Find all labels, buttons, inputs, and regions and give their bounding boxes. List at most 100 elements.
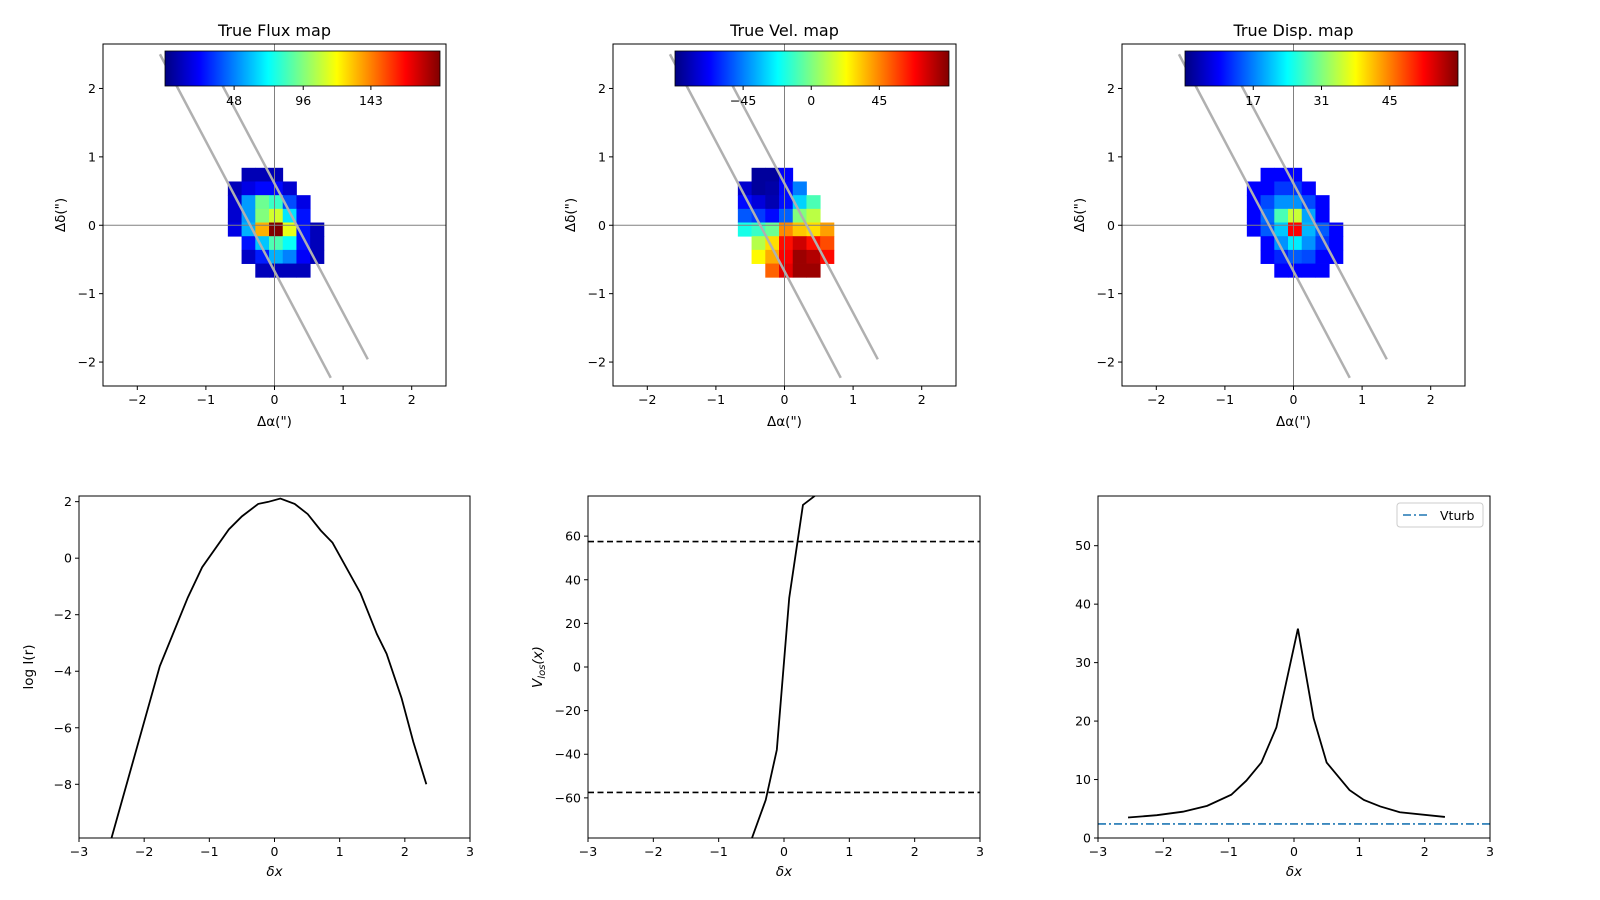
x-tick-label: −2 xyxy=(128,392,146,407)
y-axis-label: Δδ(") xyxy=(563,198,579,232)
map-pixel xyxy=(1288,208,1303,223)
series-line-velocity xyxy=(751,496,817,838)
x-tick-label: −1 xyxy=(709,844,727,859)
plot-area xyxy=(110,497,428,838)
colorbar-gradient xyxy=(1184,50,1459,87)
map-pixel xyxy=(806,195,821,210)
x-tick-label: 1 xyxy=(339,392,347,407)
y-tick-label: 20 xyxy=(1075,714,1091,729)
x-tick-label: 1 xyxy=(845,844,853,859)
y-tick-label: −2 xyxy=(1097,355,1115,370)
map-pixel xyxy=(1301,263,1316,278)
y-tick-label: 0 xyxy=(1083,831,1091,846)
map-pixel xyxy=(1274,181,1289,196)
map-pixel xyxy=(269,236,284,251)
x-tick-label: 1 xyxy=(1355,844,1363,859)
map-pixel xyxy=(282,236,297,251)
map-pixel xyxy=(255,208,270,223)
map-pixel xyxy=(751,236,766,251)
map-pixel xyxy=(227,208,242,223)
y-tick-label: −60 xyxy=(555,790,581,805)
map-pixel xyxy=(1260,208,1275,223)
x-tick-label: −2 xyxy=(1147,392,1165,407)
y-tick-label: 2 xyxy=(1107,81,1115,96)
map-pixel xyxy=(310,222,325,237)
x-tick-label: 3 xyxy=(1486,844,1494,859)
y-tick-label: −40 xyxy=(555,747,581,762)
map-pixel xyxy=(1274,208,1289,223)
map-pixel xyxy=(310,249,325,264)
map-pixel xyxy=(1260,249,1275,264)
map-pixel xyxy=(241,195,256,210)
legend-box xyxy=(1396,502,1484,528)
map-pixel xyxy=(1274,263,1289,278)
axes-frame xyxy=(78,495,471,839)
panel-title: True Vel. map xyxy=(729,21,839,40)
y-tick-label: −1 xyxy=(78,286,96,301)
panel-3: −3 −2 −1 0 1 2 3 2 0 −2 −4 −6 −8 δx log I(r) xyxy=(21,494,474,880)
colorbar-tick-label: 45 xyxy=(1382,93,1398,108)
map-pixel xyxy=(282,222,297,237)
slit-line xyxy=(1223,53,1388,360)
map-pixel xyxy=(1274,167,1289,182)
map-pixel xyxy=(241,222,256,237)
map-pixel xyxy=(737,195,752,210)
legend: Vturb xyxy=(1396,502,1484,528)
colorbar-gradient xyxy=(674,50,950,87)
y-tick-label: 1 xyxy=(598,149,606,164)
map-pixel xyxy=(1315,249,1330,264)
y-tick-label: 0 xyxy=(1107,218,1115,233)
map-pixel xyxy=(1246,222,1261,237)
map-pixel xyxy=(255,222,270,237)
map-pixel xyxy=(1315,208,1330,223)
x-tick-label: −2 xyxy=(1154,844,1172,859)
map-pixel xyxy=(751,208,766,223)
x-tick-label: −2 xyxy=(638,392,656,407)
x-tick-label: 0 xyxy=(780,844,788,859)
map-pixel xyxy=(751,181,766,196)
map-pixel xyxy=(792,181,807,196)
y-tick-label: 20 xyxy=(565,616,581,631)
map-pixel xyxy=(765,181,780,196)
x-tick-label: 2 xyxy=(1427,392,1435,407)
colorbar-tick-label: 45 xyxy=(871,93,887,108)
colorbar-tick-label: 31 xyxy=(1314,93,1330,108)
map-pixel xyxy=(779,236,794,251)
map-pixel xyxy=(1288,222,1303,237)
map-pixel xyxy=(1288,249,1303,264)
x-tick-label: 2 xyxy=(1421,844,1429,859)
y-tick-label: 0 xyxy=(573,660,581,675)
x-axis-label: δx xyxy=(776,864,793,880)
map-pixel xyxy=(1260,195,1275,210)
map-pixel xyxy=(310,236,325,251)
y-tick-label: 0 xyxy=(64,551,72,566)
y-axis-label: Δδ(") xyxy=(1072,198,1088,232)
map-pixel xyxy=(779,195,794,210)
x-tick-label: 0 xyxy=(271,392,279,407)
y-tick-label: −6 xyxy=(54,720,72,735)
x-axis-label: Δα(") xyxy=(767,414,802,430)
map-pixel xyxy=(779,222,794,237)
map-pixel xyxy=(1288,236,1303,251)
x-axis-label: δx xyxy=(266,864,283,880)
slit-line xyxy=(1177,53,1351,379)
x-tick-label: −1 xyxy=(1216,392,1234,407)
map-pixel xyxy=(765,167,780,182)
y-tick-label: 0 xyxy=(88,218,96,233)
y-tick-label: −1 xyxy=(1097,286,1115,301)
map-pixel xyxy=(1288,195,1303,210)
y-tick-label: 2 xyxy=(598,81,606,96)
map-pixel xyxy=(227,222,242,237)
slit-line xyxy=(158,53,332,379)
map-pixel xyxy=(751,249,766,264)
y-tick-label: −20 xyxy=(555,703,581,718)
x-tick-label: 1 xyxy=(1358,392,1366,407)
map-pixel xyxy=(1246,208,1261,223)
x-tick-label: 1 xyxy=(849,392,857,407)
map-pixel xyxy=(1274,195,1289,210)
y-tick-label: −2 xyxy=(78,355,96,370)
map-pixel xyxy=(269,222,284,237)
y-tick-label: −1 xyxy=(588,286,606,301)
